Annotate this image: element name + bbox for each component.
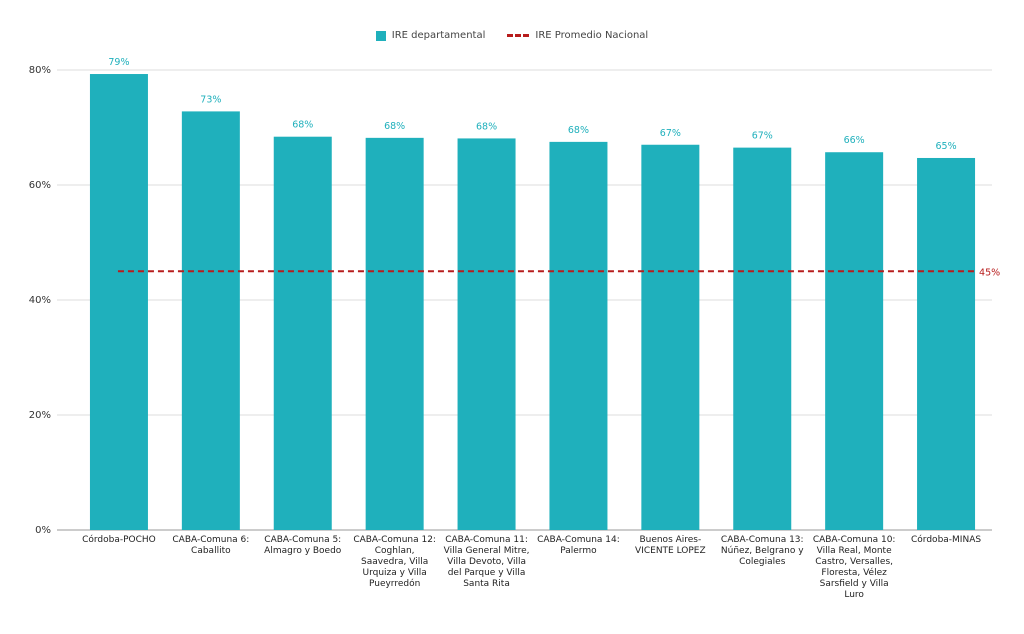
x-tick-label-line: Floresta, Vélez xyxy=(821,568,887,578)
bar xyxy=(181,111,240,531)
x-tick-label-line: CABA-Comuna 5: xyxy=(264,535,342,545)
reference-value-label: 45% xyxy=(979,267,1000,278)
legend-label-bars: IRE departamental xyxy=(391,30,486,41)
bar xyxy=(917,157,976,530)
legend-item-bars[interactable]: IRE departamental xyxy=(375,30,486,41)
x-tick-label-line: Villa Real, Monte xyxy=(816,546,892,556)
x-tick-label-line: Villa Devoto, Villa xyxy=(447,557,526,567)
x-tick-label-line: Sarsfield y Villa xyxy=(819,579,889,589)
x-tick-label-line: Luro xyxy=(844,590,864,600)
x-tick-label-line: Colegiales xyxy=(739,557,786,567)
x-tick-label: CABA-Comuna 6: Caballito xyxy=(167,535,255,557)
bar-value-label: 68% xyxy=(384,121,405,132)
bar xyxy=(457,138,516,531)
x-tick-label: Córdoba-MINAS xyxy=(902,535,990,546)
bar xyxy=(549,141,608,530)
bar xyxy=(365,137,424,530)
x-tick-label: CABA-Comuna 14: Palermo xyxy=(534,535,622,557)
legend-item-reference[interactable]: IRE Promedio Nacional xyxy=(507,30,648,41)
y-tick-label: 0% xyxy=(35,525,51,536)
bar xyxy=(641,144,700,530)
x-tick-label-line: CABA-Comuna 11: xyxy=(445,535,528,545)
x-tick-label-line: CABA-Comuna 10: xyxy=(812,535,896,545)
bar-value-label: 68% xyxy=(292,120,313,131)
legend-swatch-bars xyxy=(375,30,386,41)
bar-value-label: 68% xyxy=(568,125,589,136)
x-tick-label-line: Saavedra, Villa xyxy=(361,557,429,567)
x-tick-label-line: CABA-Comuna 14: xyxy=(537,535,620,545)
x-tick-label-line: Palermo xyxy=(560,546,597,556)
bar-value-label: 65% xyxy=(935,141,956,152)
bar-value-label: 66% xyxy=(844,135,865,146)
x-tick-label-line: Santa Rita xyxy=(463,579,510,589)
x-tick-label-line: Caballito xyxy=(191,546,231,556)
x-tick-label-line: CABA-Comuna 6: xyxy=(172,535,250,545)
y-tick-label: 40% xyxy=(29,295,51,306)
y-tick-label: 20% xyxy=(29,410,51,421)
y-tick-label: 60% xyxy=(29,180,51,191)
x-tick-label-line: del Parque y Villa xyxy=(447,568,526,578)
legend-swatch-reference xyxy=(507,34,530,37)
x-tick-label-line: Pueyrredón xyxy=(368,579,421,589)
x-tick-label-line: Córdoba-MINAS xyxy=(911,535,982,545)
y-tick-label: 80% xyxy=(29,65,51,76)
x-tick-label: Buenos Aires- VICENTE LOPEZ xyxy=(626,535,714,557)
bar xyxy=(89,74,148,531)
x-tick-label-line: Coghlan, xyxy=(374,546,415,556)
bar xyxy=(273,136,332,530)
chart-legend: IRE departamental IRE Promedio Nacional xyxy=(0,30,1024,41)
x-tick-label-line: Córdoba-POCHO xyxy=(82,535,156,545)
bar-value-label: 73% xyxy=(200,94,221,105)
bar xyxy=(733,147,792,530)
x-tick-label-line: Castro, Versalles, xyxy=(815,557,894,567)
bar-value-label: 67% xyxy=(660,128,681,139)
x-tick-label: CABA-Comuna 10: Villa Real, Monte Castro, … xyxy=(810,535,898,601)
bar xyxy=(825,152,884,530)
x-tick-label: CABA-Comuna 11: Villa General Mitre, Villa… xyxy=(443,535,531,590)
bar-value-label: 67% xyxy=(752,131,773,142)
x-tick-label-line: CABA-Comuna 12: xyxy=(353,535,436,545)
x-tick-label-line: Villa General Mitre, xyxy=(443,546,530,556)
x-tick-label-line: Núñez, Belgrano y xyxy=(720,546,804,556)
x-tick-label: Córdoba-POCHO xyxy=(75,535,163,546)
x-tick-label-line: Almagro y Boedo xyxy=(264,546,342,556)
legend-label-reference: IRE Promedio Nacional xyxy=(535,30,649,41)
x-tick-label: CABA-Comuna 13: Núñez, Belgrano y Colegial… xyxy=(718,535,806,568)
x-tick-label-line: CABA-Comuna 13: xyxy=(720,535,804,545)
x-tick-label: CABA-Comuna 12: Coghlan, Saavedra, Villa Ur… xyxy=(351,535,439,590)
bar-value-label: 68% xyxy=(476,121,497,132)
x-tick-label-line: Urquiza y Villa xyxy=(362,568,427,578)
x-tick-label-line: VICENTE LOPEZ xyxy=(635,546,706,556)
x-tick-label: CABA-Comuna 5: Almagro y Boedo xyxy=(259,535,347,557)
bar-value-label: 79% xyxy=(108,57,129,68)
x-tick-label-line: Buenos Aires- xyxy=(639,535,702,545)
